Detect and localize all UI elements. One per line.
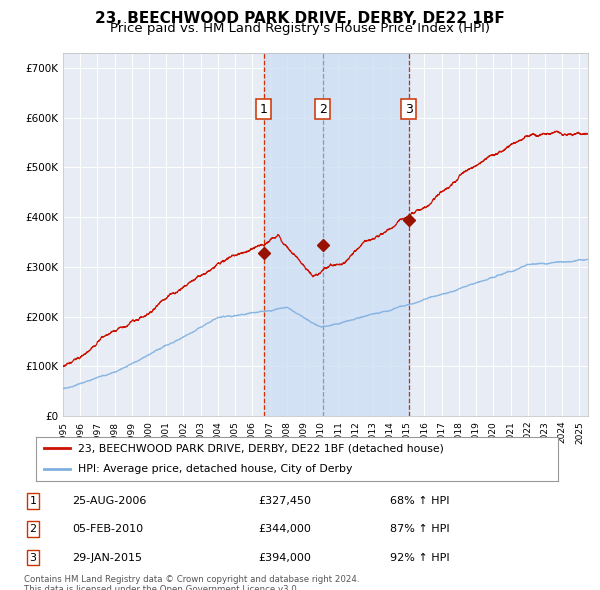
Text: 1: 1 (260, 103, 268, 116)
Text: 2: 2 (29, 525, 37, 534)
Text: £394,000: £394,000 (258, 553, 311, 562)
Text: 2: 2 (319, 103, 326, 116)
Text: 29-JAN-2015: 29-JAN-2015 (72, 553, 142, 562)
Text: £327,450: £327,450 (258, 496, 311, 506)
Text: 3: 3 (29, 553, 37, 562)
Text: 23, BEECHWOOD PARK DRIVE, DERBY, DE22 1BF: 23, BEECHWOOD PARK DRIVE, DERBY, DE22 1B… (95, 11, 505, 25)
Text: Contains HM Land Registry data © Crown copyright and database right 2024.
This d: Contains HM Land Registry data © Crown c… (24, 575, 359, 590)
Text: 23, BEECHWOOD PARK DRIVE, DERBY, DE22 1BF (detached house): 23, BEECHWOOD PARK DRIVE, DERBY, DE22 1B… (78, 443, 443, 453)
Bar (323, 53, 409, 416)
Text: 92% ↑ HPI: 92% ↑ HPI (390, 553, 449, 562)
Text: HPI: Average price, detached house, City of Derby: HPI: Average price, detached house, City… (78, 464, 352, 474)
Text: 1: 1 (29, 496, 37, 506)
Text: £344,000: £344,000 (258, 525, 311, 534)
Text: 68% ↑ HPI: 68% ↑ HPI (390, 496, 449, 506)
Text: 05-FEB-2010: 05-FEB-2010 (72, 525, 143, 534)
Text: 3: 3 (405, 103, 413, 116)
Bar (263, 53, 323, 416)
Text: Price paid vs. HM Land Registry's House Price Index (HPI): Price paid vs. HM Land Registry's House … (110, 22, 490, 35)
Text: 87% ↑ HPI: 87% ↑ HPI (390, 525, 449, 534)
Text: 25-AUG-2006: 25-AUG-2006 (72, 496, 146, 506)
